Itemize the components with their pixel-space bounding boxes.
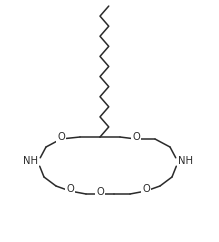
- Text: O: O: [66, 184, 74, 194]
- Text: O: O: [96, 187, 104, 197]
- Text: O: O: [132, 132, 140, 142]
- Text: NH: NH: [23, 156, 38, 166]
- Text: O: O: [57, 132, 65, 142]
- Text: O: O: [142, 184, 150, 194]
- Text: NH: NH: [178, 156, 193, 166]
